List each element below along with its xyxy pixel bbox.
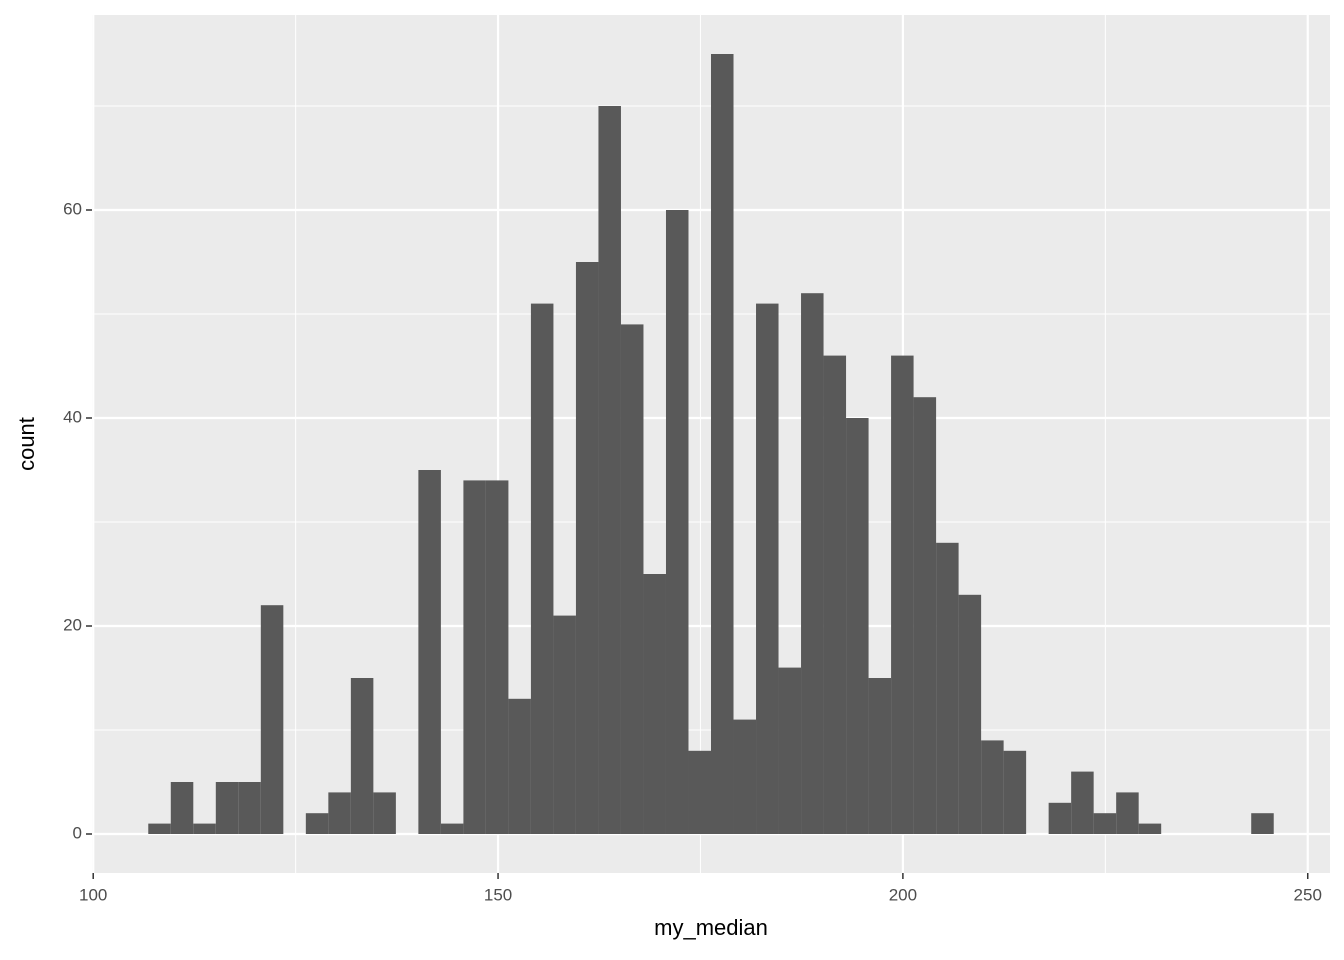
bar — [665, 210, 689, 834]
x-tick-label: 250 — [1294, 885, 1322, 904]
bar — [373, 792, 396, 834]
bar — [328, 792, 351, 834]
bar — [643, 574, 666, 834]
bar — [958, 594, 982, 834]
bar — [891, 355, 914, 834]
bar — [823, 355, 847, 834]
y-tick-label: 60 — [63, 199, 82, 218]
bar — [733, 719, 757, 834]
y-tick-label: 20 — [63, 615, 82, 634]
bar — [1048, 802, 1072, 834]
y-axis-title: count — [14, 417, 39, 471]
bar — [1071, 771, 1094, 834]
bar — [350, 678, 374, 834]
bar — [553, 615, 576, 834]
bar — [440, 823, 464, 834]
x-tick-label: 100 — [79, 885, 107, 904]
bar — [981, 740, 1004, 834]
bar — [801, 293, 824, 834]
bar — [575, 262, 599, 834]
bar — [170, 782, 194, 834]
bar — [868, 678, 892, 834]
bar — [620, 324, 644, 834]
x-tick-label: 200 — [889, 885, 917, 904]
y-tick-label: 40 — [63, 407, 82, 426]
x-axis-title: my_median — [654, 915, 768, 940]
bar — [193, 823, 216, 834]
bar — [305, 813, 329, 834]
bar — [1003, 750, 1027, 834]
bar — [756, 303, 779, 835]
bar — [148, 823, 171, 834]
bar — [508, 698, 531, 834]
bar — [936, 542, 959, 834]
bar — [418, 470, 441, 834]
bar — [846, 418, 869, 834]
bar — [1093, 813, 1117, 834]
bar — [598, 106, 621, 834]
bar — [913, 397, 937, 834]
bar — [1251, 813, 1274, 834]
y-tick-label: 0 — [73, 823, 82, 842]
bar — [1138, 823, 1162, 834]
bar — [463, 480, 486, 834]
bar — [530, 303, 554, 835]
bar — [778, 667, 802, 834]
bar — [485, 480, 509, 834]
bar — [215, 782, 239, 834]
bar — [688, 750, 711, 834]
x-tick-label: 150 — [484, 885, 512, 904]
bar — [238, 782, 261, 834]
bar — [1116, 792, 1139, 834]
bar — [260, 605, 284, 834]
bar — [711, 54, 734, 834]
